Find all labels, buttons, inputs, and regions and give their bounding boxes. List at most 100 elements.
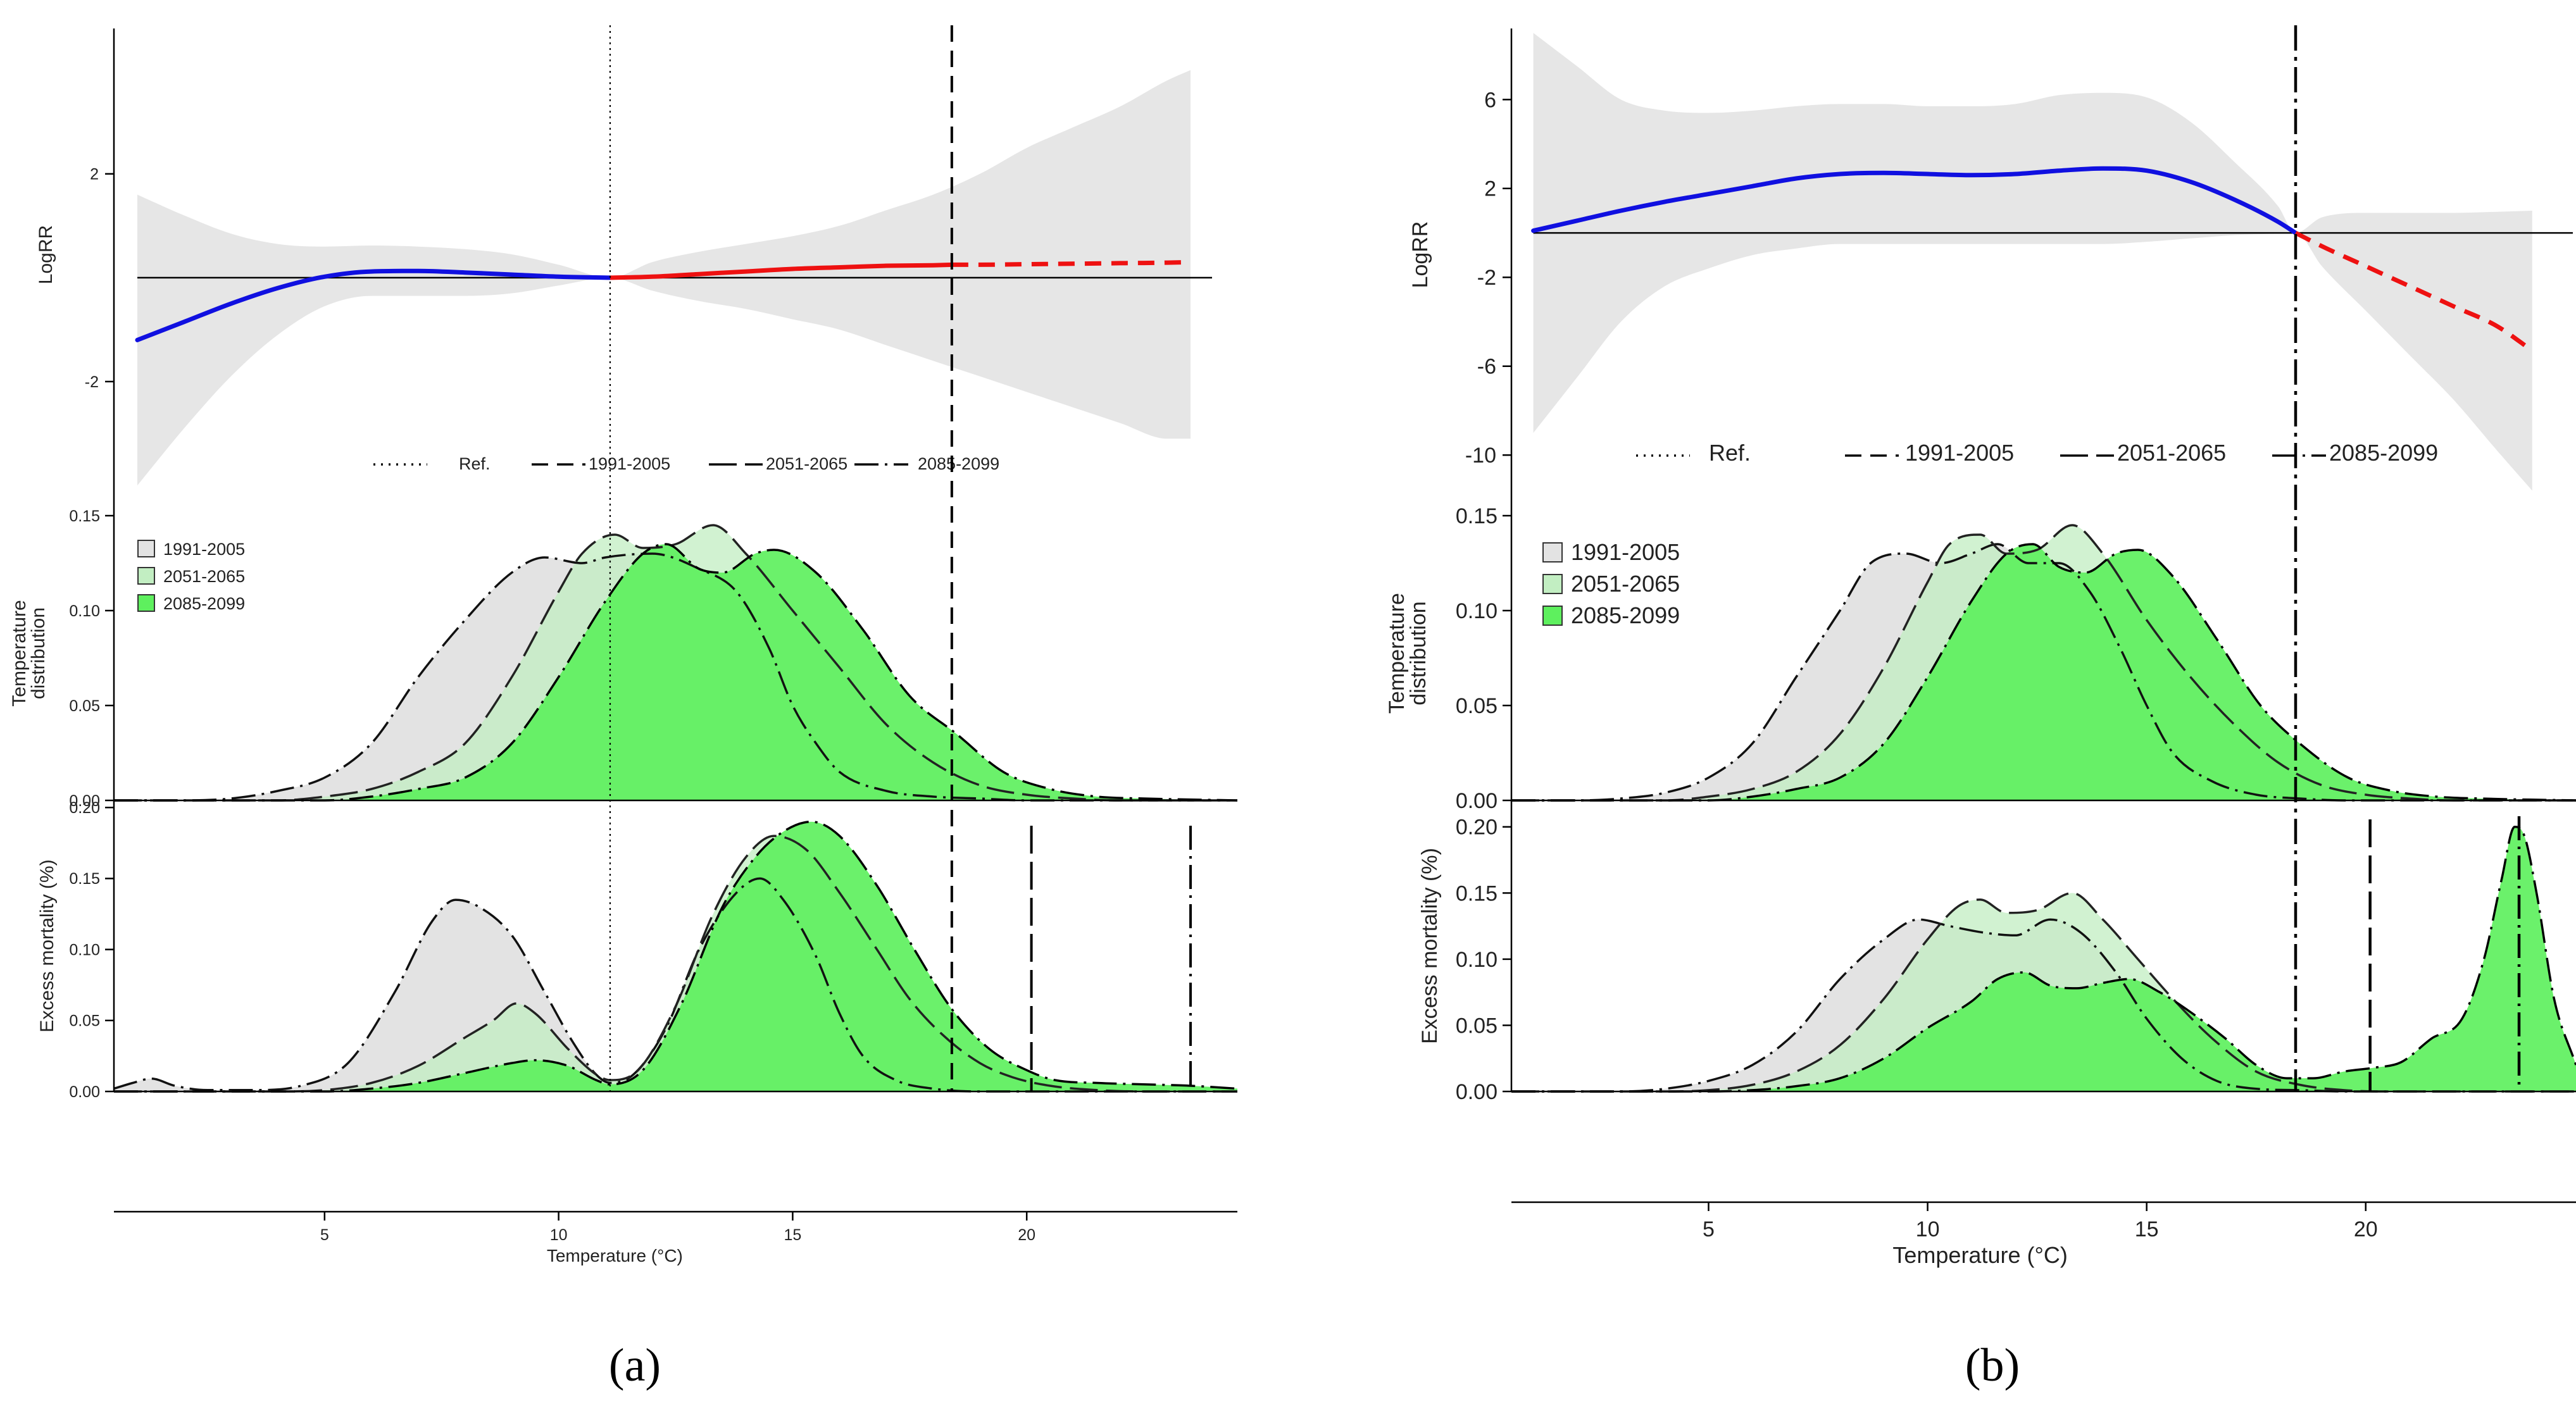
logrr-y-axis-label: LogRR <box>1408 221 1432 289</box>
line-legend-label: 2085-2099 <box>918 454 999 473</box>
fill-legend-swatch <box>137 594 155 612</box>
fill-legend-label: 2051-2065 <box>1571 571 1680 597</box>
logrr-y-tick-label: 6 <box>1484 88 1496 112</box>
mortality-y-tick-label: 0.00 <box>69 1083 100 1101</box>
mortality-y-tick-label: 0.05 <box>1456 1014 1497 1038</box>
distribution-outline-2051-2065 <box>114 524 1237 802</box>
distribution-outline-1991-2005 <box>1511 543 2576 802</box>
line-legend-label: 1991-2005 <box>589 454 670 473</box>
logrr-line-legend: Ref. 1991-2005 2051-2065 2085-2099 <box>373 454 999 473</box>
mortality-y-tick-label: 0.20 <box>1456 816 1497 840</box>
mortality-y-axis-label: Excess mortality (%) <box>37 859 58 1032</box>
distribution-fill-legend: 1991-2005 2051-2065 2085-2099 <box>1542 539 1680 628</box>
logrr-plot: -2 2 LogRR Ref. 1991-2005 2051-2065 2085-2099 <box>35 28 1212 506</box>
x-tick-label: 20 <box>1018 1226 1035 1244</box>
logrr-y-tick-label: -10 <box>1465 444 1496 468</box>
logrr-confidence-band <box>1533 33 2532 491</box>
line-legend-label: 2051-2065 <box>766 454 847 473</box>
distribution-y-tick-label: 0.00 <box>1456 789 1497 813</box>
distribution-y-tick-label: 0.15 <box>1456 504 1497 528</box>
vertical-threshold-lines <box>2294 25 2521 1091</box>
line-legend-label: Ref. <box>459 454 491 473</box>
distribution-outline-2051-2065 <box>1511 524 2576 802</box>
panel-label-b: (b) <box>1965 1340 2020 1391</box>
distribution-outline-2085-2099 <box>1511 543 2576 802</box>
line-legend-label: 1991-2005 <box>1905 440 2014 466</box>
x-axis: 5 10 15 20 Temperature (°C) <box>1511 1201 2576 1268</box>
x-axis-label: Temperature (°C) <box>547 1246 683 1265</box>
distribution-area-2085-2099 <box>114 544 1237 800</box>
fill-legend-swatch <box>1542 574 1563 594</box>
mortality-y-tick-label: 0.15 <box>1456 881 1497 905</box>
line-legend-label: Ref. <box>1709 440 1751 466</box>
vertical-threshold-lines <box>609 25 1192 1091</box>
line-legend-label: 2085-2099 <box>2329 440 2438 466</box>
mortality-y-tick-label: 0.20 <box>69 799 100 817</box>
distribution-y-tick-label: 0.00 <box>69 792 100 810</box>
mortality-plot: 0.00 0.05 0.10 0.15 0.20 Excess mortality (%) <box>1418 800 2576 1104</box>
logrr-y-tick-label: -6 <box>1477 355 1496 379</box>
distribution-y-tick-label: 0.05 <box>69 697 100 715</box>
x-tick-label: 5 <box>1703 1217 1715 1241</box>
mortality-outline-2051-2065 <box>114 835 1237 1093</box>
logrr-cold-curve <box>1531 166 2298 235</box>
x-axis: 5 10 15 20 Temperature (°C) <box>114 1210 1237 1265</box>
x-tick-label: 15 <box>784 1226 801 1244</box>
fill-legend-label: 1991-2005 <box>163 540 245 559</box>
x-tick-label: 20 <box>2354 1217 2378 1241</box>
logrr-line-legend: Ref. 1991-2005 2051-2065 2085-2099 <box>1636 440 2438 466</box>
fill-legend-swatch <box>1542 542 1563 563</box>
mortality-area-2085-2099 <box>1511 826 2576 1091</box>
logrr-y-tick-label: 2 <box>1484 177 1496 201</box>
distribution-y-axis-label: Temperature <box>1385 593 1409 714</box>
distribution-y-tick-label: 0.05 <box>1456 694 1497 718</box>
mortality-y-tick-label: 0.10 <box>69 941 100 959</box>
fill-legend-swatch <box>137 540 155 557</box>
logrr-y-axis: -2 2 LogRR <box>35 28 115 506</box>
distribution-y-axis-label: distribution <box>28 607 49 699</box>
logrr-cold-curve <box>135 268 613 342</box>
line-legend-label: 2051-2065 <box>2117 440 2226 466</box>
mortality-y-tick-label: 0.10 <box>1456 948 1497 972</box>
logrr-plot: -10 -6 -2 2 6 LogRR Ref. 1991-2005 2051-2065 2085… <box>1408 28 2573 506</box>
logrr-y-tick-label: -2 <box>1477 266 1496 290</box>
x-tick-label: 10 <box>550 1226 568 1244</box>
mortality-y-tick-label: 0.05 <box>69 1012 100 1030</box>
mortality-outline-2085-2099 <box>1511 826 2576 1093</box>
mortality-y-axis: 0.00 0.05 0.10 0.15 0.20 Excess mortality (%) <box>1418 800 1513 1104</box>
mortality-y-tick-label: 0.00 <box>1456 1080 1497 1104</box>
mortality-y-tick-label: 0.15 <box>69 870 100 888</box>
logrr-hot-curve <box>610 262 953 280</box>
x-tick-label: 15 <box>2135 1217 2159 1241</box>
mortality-y-axis: 0.00 0.05 0.10 0.15 0.20 Excess mortality (%) <box>37 799 115 1101</box>
x-tick-label: 10 <box>1916 1217 1940 1241</box>
mortality-area-1991-2005 <box>114 878 1237 1091</box>
distribution-fill-legend: 1991-2005 2051-2065 2085-2099 <box>137 540 245 613</box>
mortality-y-axis-label: Excess mortality (%) <box>1418 848 1442 1044</box>
distribution-y-axis-label: distribution <box>1406 601 1430 705</box>
distribution-y-tick-label: 0.10 <box>69 602 100 620</box>
mortality-outline-1991-2005 <box>114 877 1237 1093</box>
distribution-area-2085-2099 <box>1511 544 2576 800</box>
distribution-y-tick-label: 0.15 <box>69 507 100 525</box>
fill-legend-label: 2085-2099 <box>163 594 245 613</box>
fill-legend-label: 1991-2005 <box>1571 539 1680 565</box>
logrr-y-axis-label: LogRR <box>35 225 56 284</box>
distribution-outline-2085-2099 <box>114 543 1237 802</box>
distribution-y-axis-label: Temperature <box>9 600 30 706</box>
logrr-hot-extrapolated-curve <box>2294 230 2534 353</box>
fill-legend-label: 2051-2065 <box>163 567 245 586</box>
x-axis-label: Temperature (°C) <box>1892 1242 2067 1268</box>
x-tick-label: 5 <box>320 1226 329 1244</box>
mortality-plot: 0.00 0.05 0.10 0.15 0.20 Excess mortality (%) <box>37 799 1237 1101</box>
mortality-outline-1991-2005 <box>1511 918 2576 1093</box>
distribution-y-tick-label: 0.10 <box>1456 599 1497 623</box>
logrr-y-tick-label: -2 <box>85 373 99 391</box>
mortality-outline-2051-2065 <box>1511 892 2576 1093</box>
